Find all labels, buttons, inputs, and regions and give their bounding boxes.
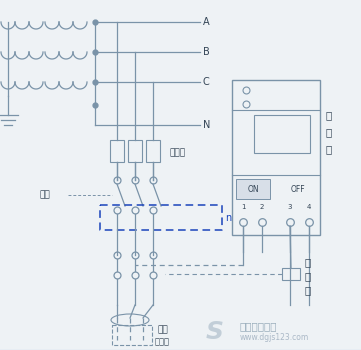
- Bar: [110, 140, 124, 162]
- Bar: [254, 115, 310, 153]
- Text: 控头: 控头: [158, 326, 169, 335]
- Text: S: S: [206, 320, 224, 344]
- Text: 器: 器: [305, 285, 311, 295]
- Bar: [128, 140, 142, 162]
- Text: 接: 接: [305, 257, 311, 267]
- Text: 2: 2: [260, 204, 264, 210]
- Bar: [146, 140, 160, 162]
- Text: ON: ON: [247, 184, 259, 194]
- Text: B: B: [203, 47, 210, 57]
- Text: www.dgjs123.com: www.dgjs123.com: [240, 334, 309, 343]
- Text: 制: 制: [326, 127, 332, 137]
- Text: C: C: [203, 77, 210, 87]
- Bar: [282, 268, 300, 280]
- Text: N: N: [203, 120, 210, 130]
- Text: 电工技术之家: 电工技术之家: [240, 321, 278, 331]
- Text: OFF: OFF: [291, 184, 305, 194]
- Text: 刀闸: 刀闸: [40, 190, 51, 199]
- Text: 至用户: 至用户: [155, 337, 170, 346]
- Text: 熔断器: 熔断器: [170, 148, 186, 158]
- Bar: [112, 325, 152, 345]
- Text: 4: 4: [307, 204, 311, 210]
- Text: n: n: [225, 213, 231, 223]
- Text: 1: 1: [241, 204, 245, 210]
- Text: 盒: 盒: [326, 144, 332, 154]
- Text: 3: 3: [288, 204, 292, 210]
- Text: A: A: [203, 17, 210, 27]
- Bar: [232, 80, 320, 235]
- Text: 控: 控: [326, 110, 332, 120]
- Bar: [236, 179, 270, 199]
- Text: 触: 触: [305, 271, 311, 281]
